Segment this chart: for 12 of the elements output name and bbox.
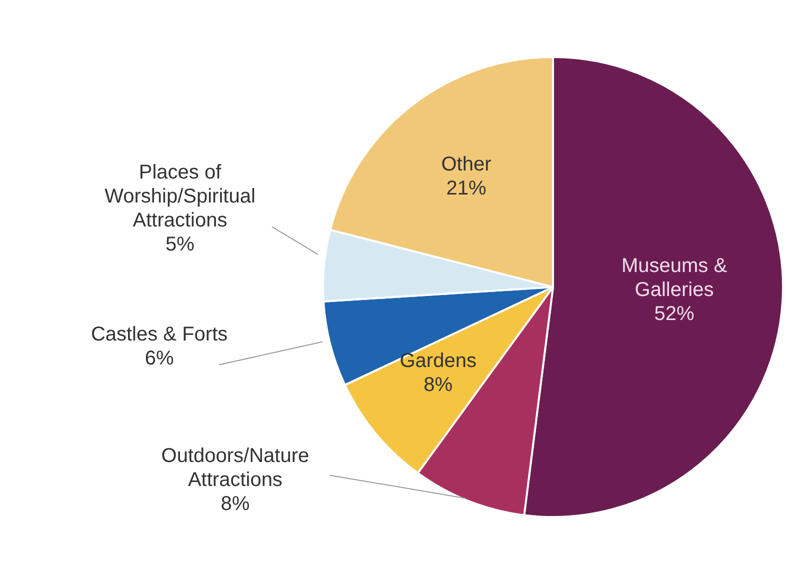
data-label: 52% xyxy=(654,302,694,325)
slice-label: Other xyxy=(441,154,492,176)
slice-label: Places of Worship/Spiritual Attractions xyxy=(104,161,256,232)
slice-label: Outdoors/Nature Attractions xyxy=(161,444,310,491)
data-label: 6% xyxy=(144,347,174,370)
slice-label: Gardens xyxy=(400,350,476,372)
data-label: 21% xyxy=(446,178,486,200)
slice-label: Castles & Forts xyxy=(90,323,228,346)
data-label: 8% xyxy=(220,492,250,515)
data-label: 8% xyxy=(424,374,453,396)
data-label: 5% xyxy=(166,233,195,256)
slice-label: Museums & Galleries xyxy=(621,254,728,301)
